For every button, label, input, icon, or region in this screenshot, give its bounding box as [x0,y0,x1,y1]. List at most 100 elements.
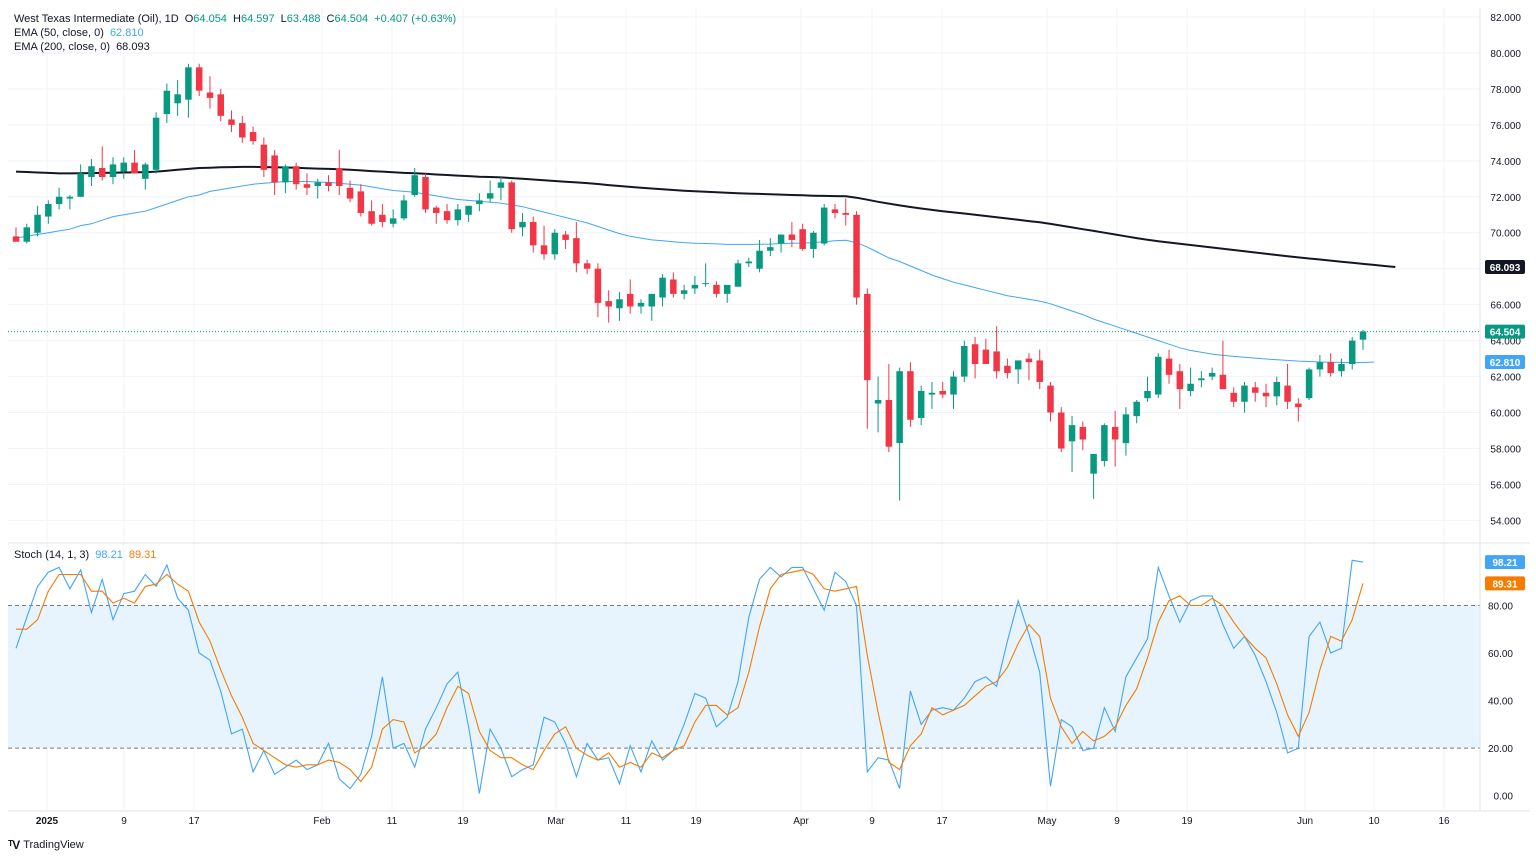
candle [77,164,84,197]
candle-body [1295,403,1302,408]
candle [1025,353,1033,381]
stoch-axis-label: 40.00 [1488,697,1513,708]
price-axis-label: 70.000 [1490,229,1521,240]
candle-body [691,284,699,289]
candle-body [400,200,408,219]
candle-body [1305,369,1313,399]
candle-body [1079,426,1087,440]
price-tag: 62.810 [1485,355,1525,370]
candle-body [519,221,526,228]
candle [88,159,95,186]
price-axis-label: 54.000 [1490,516,1521,527]
candle-body [831,209,839,213]
time-axis-label: 11 [621,816,632,827]
legend-ema50: EMA (50, close, 0) 62.810 [14,27,144,40]
candle-body [982,349,990,364]
candle-body [723,284,731,294]
price-axis-label: 56.000 [1490,480,1521,491]
ema200-label: EMA (200, close, 0) [14,41,110,53]
stoch-tag-text: 98.21 [1492,558,1517,569]
candles [12,63,1367,501]
candle [271,150,278,195]
open-label: O [184,13,194,25]
time-axis-label: 9 [869,816,875,827]
candle [508,180,515,233]
tradingview-brand[interactable]: ᵀV TradingView [8,838,84,852]
candle-body [1176,371,1184,390]
candle-body [637,302,645,307]
candle-body [659,277,666,298]
candle-body [109,164,117,178]
tradingview-logo-icon: ᵀV [8,838,20,852]
candle [961,340,968,382]
candle [389,209,397,228]
candle-body [336,168,343,186]
price-axis-label: 64.000 [1490,337,1521,348]
candle-body [174,94,181,104]
price-axis-label: 74.000 [1490,157,1521,168]
candle-body [271,155,278,183]
ema200-path [15,165,1396,268]
candle-body [853,214,860,298]
candle [605,290,612,323]
candle [1348,337,1356,370]
candle [422,173,429,213]
candle-body [195,67,203,91]
candle [723,284,731,303]
candle [131,150,138,174]
candle-body [885,399,893,447]
candle [831,203,839,219]
candle-body [1273,381,1281,397]
price-tag-text: 62.810 [1490,358,1521,369]
candle [874,376,882,433]
candle [1230,387,1237,408]
candle-body [648,293,656,307]
candle-body [1284,385,1291,402]
candle [152,112,160,174]
candle-body [206,92,214,98]
candle [907,362,914,427]
candle [282,164,289,194]
candle [745,257,753,267]
price-tag-bg [1485,324,1525,339]
candle-body [314,182,321,186]
candle [12,227,20,242]
candle-body [433,207,440,213]
candle [939,381,946,399]
candle [993,326,1000,379]
stoch-axis-label: 0.00 [1494,792,1514,803]
stoch-k-value: 98.21 [95,549,123,561]
candle-body [249,132,257,142]
candle [206,76,214,109]
candle-body [1111,426,1119,440]
candle [1155,353,1162,399]
candle [691,275,699,294]
candle [1111,410,1119,467]
candle [195,63,203,97]
candle [55,187,63,210]
stoch-band-fill [8,605,1480,749]
candle-body [756,250,763,269]
ema50-path [15,181,1374,364]
candle [616,292,623,321]
candle [1004,358,1011,379]
candle-body [357,191,365,213]
price-axis-label: 58.000 [1490,445,1521,456]
candle-body [239,123,246,138]
candle [314,178,321,199]
candle [1338,358,1345,377]
candle-body [745,261,753,264]
candle [896,367,903,501]
high-value: 64.597 [240,13,275,25]
candle [249,126,257,145]
candle-body [346,187,354,199]
candle [1262,383,1270,408]
candle-body [842,212,850,215]
candle [637,299,645,314]
stoch-tag-bg [1485,555,1525,570]
price-axis-label: 60.000 [1490,409,1521,420]
candle [842,198,850,226]
candle-body [1198,378,1205,381]
candle [260,137,268,178]
candle [529,216,537,253]
